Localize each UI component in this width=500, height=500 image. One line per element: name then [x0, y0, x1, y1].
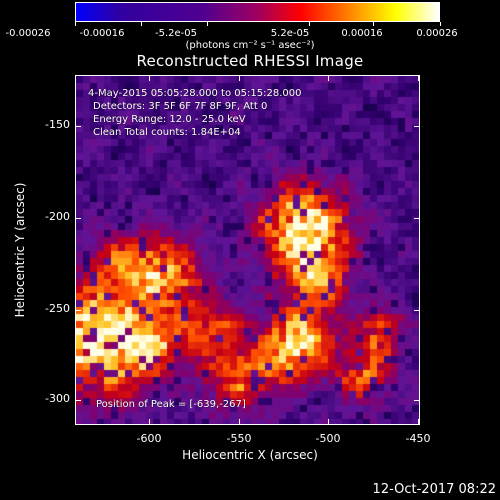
axis-tick-mark — [414, 310, 420, 311]
colorbar-tick — [373, 22, 375, 26]
footer-date: 12-Oct-2017 08:22 — [372, 482, 496, 497]
colorbar-units: (photons cm⁻² s⁻¹ asec⁻²) — [185, 40, 315, 51]
detectors-label: Detectors: 3F 5F 6F 7F 8F 9F, Att 0 — [93, 101, 268, 112]
colorbar-tick — [308, 22, 310, 26]
x-axis-label: Heliocentric X (arcsec) — [182, 448, 318, 462]
axis-tick-mark — [239, 419, 240, 425]
axis-tick-mark — [414, 126, 420, 127]
colorbar-tick — [75, 22, 76, 26]
peak-position-label: Position of Peak = [-639,-267] — [96, 399, 246, 410]
axis-tick-mark — [418, 75, 419, 81]
ytick-label: -300 — [45, 392, 70, 405]
ytick-label: -150 — [45, 118, 70, 131]
time-range-label: 4-May-2015 05:05:28.000 to 05:15:28.000 — [88, 88, 302, 99]
energy-range-label: Energy Range: 12.0 - 25.0 keV — [93, 114, 246, 125]
axis-tick-mark — [328, 75, 329, 81]
axis-tick-mark — [149, 75, 150, 81]
axis-tick-mark — [328, 419, 329, 425]
colorbar-tick-label: 0.00026 — [416, 28, 458, 39]
rhessi-heatmap — [76, 76, 419, 424]
image-frame: 4-May-2015 05:05:28.000 to 05:15:28.000 … — [75, 75, 420, 425]
xtick-label: -500 — [315, 432, 341, 445]
colorbar-tick-label: 5.2e-05 — [270, 28, 310, 39]
axis-tick-mark — [75, 126, 81, 127]
ytick-label: -250 — [45, 302, 70, 315]
axis-tick-mark — [418, 419, 419, 425]
colorbar-tick — [141, 22, 143, 26]
colorbar-tick-label: -0.00026 — [5, 28, 51, 39]
axis-tick-mark — [149, 419, 150, 425]
method-counts-label: Clean Total counts: 1.84E+04 — [93, 127, 241, 138]
axis-tick-mark — [414, 400, 420, 401]
ytick-label: -200 — [45, 210, 70, 223]
colorbar-tick — [440, 22, 441, 26]
axis-tick-mark — [75, 310, 81, 311]
axis-tick-mark — [414, 218, 420, 219]
axis-tick-mark — [75, 218, 81, 219]
axis-tick-mark — [75, 400, 81, 401]
colorbar-tick-label: -5.2e-05 — [155, 28, 197, 39]
axis-tick-mark — [239, 75, 240, 81]
plot-title: Reconstructed RHESSI Image — [136, 52, 364, 70]
colorbar-tick — [207, 22, 209, 26]
y-axis-label: Heliocentric Y (arcsec) — [13, 182, 27, 318]
colorbar-tick-label: -0.00016 — [79, 28, 125, 39]
xtick-label: -600 — [136, 432, 162, 445]
xtick-label: -550 — [226, 432, 252, 445]
xtick-label: -450 — [405, 432, 431, 445]
colorbar-tick-label: 0.00016 — [341, 28, 383, 39]
colorbar — [75, 2, 440, 22]
